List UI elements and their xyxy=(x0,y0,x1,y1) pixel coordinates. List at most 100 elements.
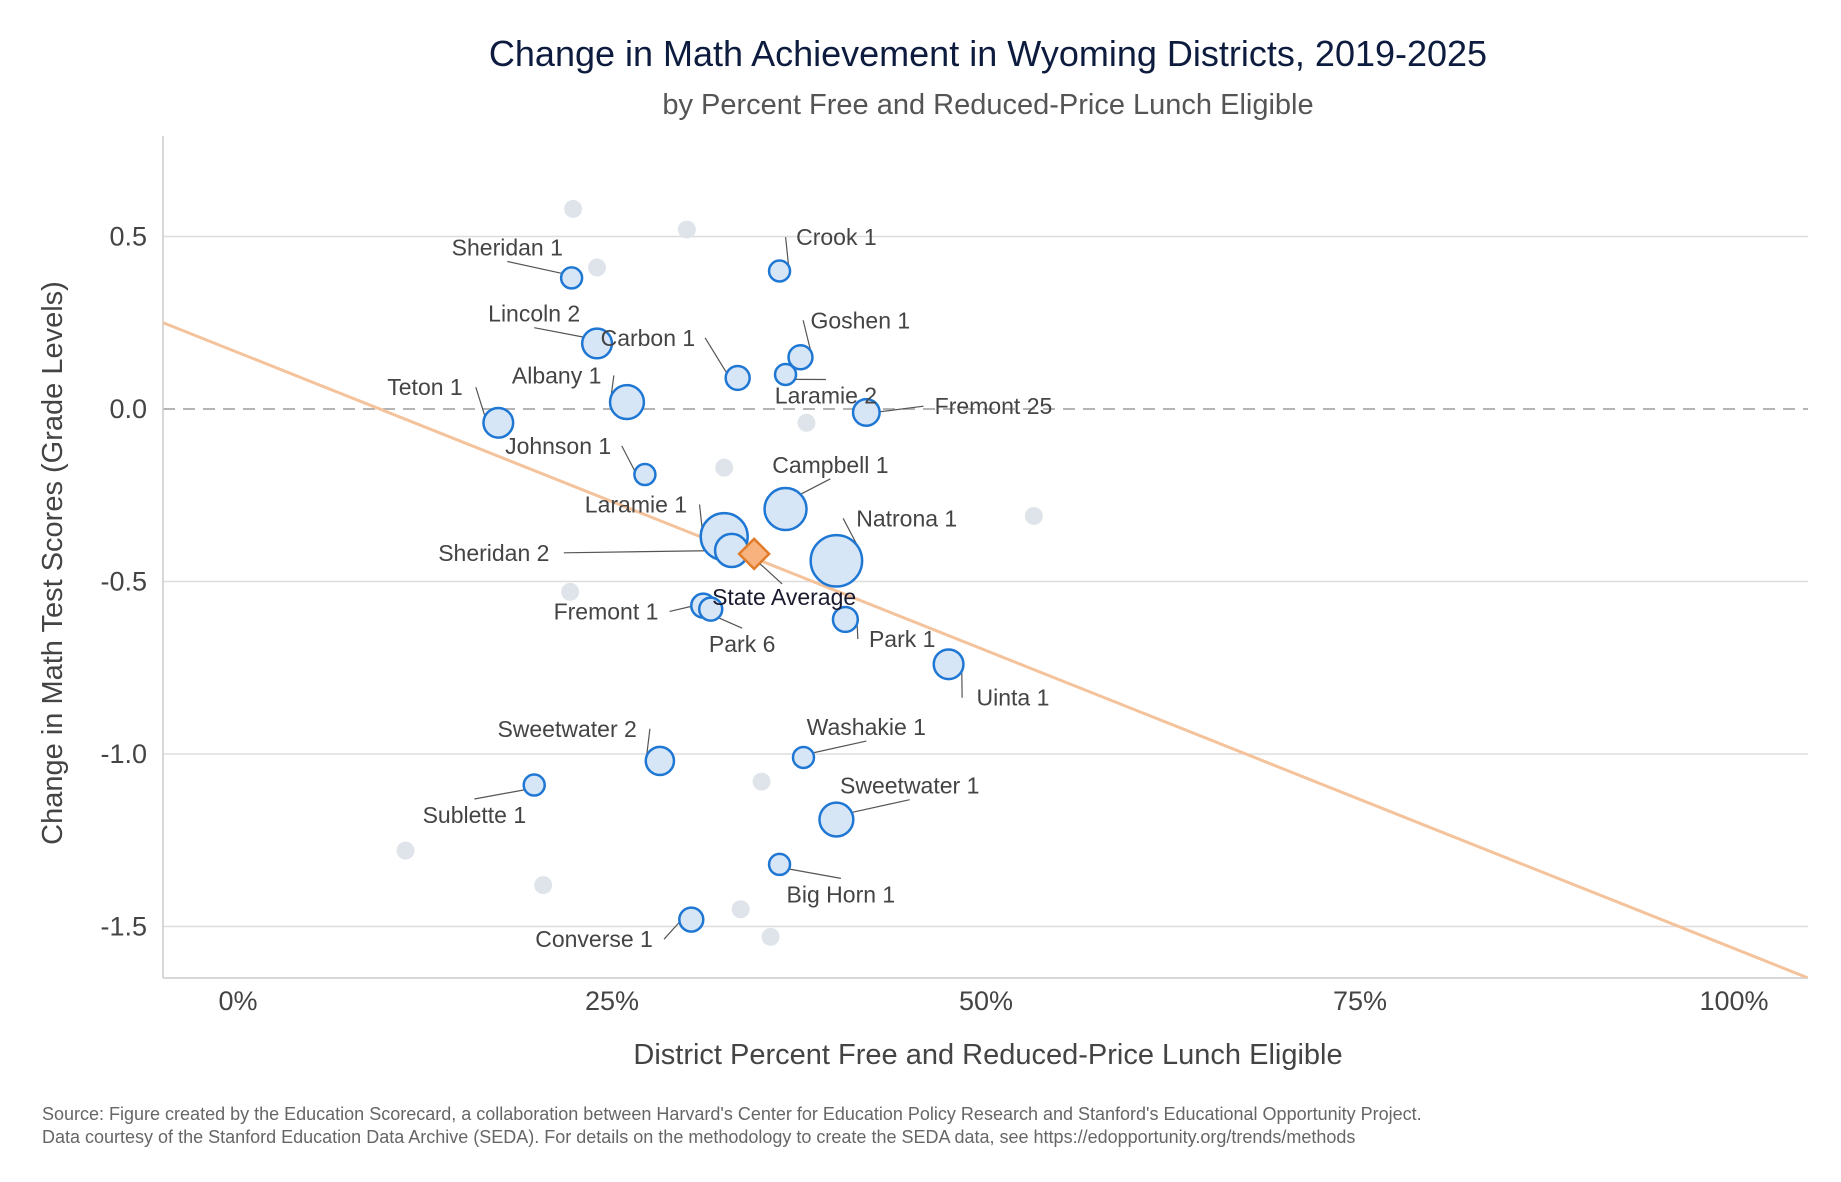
chart-subtitle: by Percent Free and Reduced-Price Lunch … xyxy=(662,89,1313,121)
district-point xyxy=(644,745,676,777)
district-points xyxy=(482,259,965,933)
grid-lines xyxy=(163,235,1808,928)
district-label: Carbon 1 xyxy=(601,325,696,351)
x-axis-title: District Percent Free and Reduced-Price … xyxy=(633,1039,1342,1071)
unlabeled-district-point xyxy=(534,876,553,895)
district-point xyxy=(522,773,546,797)
district-label: Teton 1 xyxy=(387,374,462,400)
unlabeled-district-point xyxy=(588,258,607,277)
unlabeled-points xyxy=(396,199,1043,946)
district-point xyxy=(767,259,792,283)
unlabeled-district-point xyxy=(731,900,750,919)
unlabeled-district-point xyxy=(1024,506,1043,525)
district-label: Albany 1 xyxy=(512,362,602,388)
district-label: Park 6 xyxy=(709,631,775,657)
district-label: Fremont 25 xyxy=(935,393,1053,419)
district-point xyxy=(580,327,614,360)
district-label: Converse 1 xyxy=(535,926,653,952)
unlabeled-district-point xyxy=(752,772,771,791)
district-point xyxy=(767,852,792,877)
unlabeled-district-point xyxy=(761,927,780,946)
district-point xyxy=(482,406,515,439)
state-average-marker xyxy=(737,537,771,571)
district-label: Sweetwater 2 xyxy=(497,716,636,742)
state-average-group: State Average xyxy=(712,537,856,610)
district-label: Uinta 1 xyxy=(976,685,1049,711)
district-label: Goshen 1 xyxy=(810,307,910,333)
x-tick-label: 50% xyxy=(959,986,1013,1016)
district-label: Big Horn 1 xyxy=(787,881,896,907)
chart-title: Change in Math Achievement in Wyoming Di… xyxy=(489,33,1487,74)
leader-line xyxy=(879,405,924,413)
leader-line xyxy=(534,327,584,338)
leader-line xyxy=(788,868,841,879)
district-label: Park 1 xyxy=(869,626,935,652)
district-point xyxy=(851,397,881,427)
district-point xyxy=(818,801,855,838)
x-tick-label: 75% xyxy=(1333,986,1387,1016)
leader-line xyxy=(669,605,692,613)
leader-line xyxy=(621,445,636,472)
x-tick-label: 100% xyxy=(1699,986,1768,1016)
trend-line-group xyxy=(163,321,1808,978)
unlabeled-district-point xyxy=(396,841,415,860)
axes: 0.5 0.0 -0.5 -1.0 -1.5 0% 25% 50% 75% 100% xyxy=(100,136,1808,1016)
source-line-1: Source: Figure created by the Education … xyxy=(42,1104,1422,1124)
x-tick-label: 0% xyxy=(218,986,257,1016)
district-label: Sweetwater 1 xyxy=(840,773,979,799)
district-label: Laramie 2 xyxy=(775,382,877,408)
unlabeled-district-point xyxy=(677,220,696,239)
y-axis-title: Change in Math Test Scores (Grade Levels… xyxy=(37,281,69,845)
district-point xyxy=(697,596,724,622)
district-label: Laramie 1 xyxy=(585,492,687,518)
x-tick-label: 25% xyxy=(585,986,639,1016)
y-tick-label: 0.5 xyxy=(109,222,147,252)
unlabeled-district-point xyxy=(715,458,734,477)
leader-line xyxy=(785,237,790,266)
leader-line xyxy=(507,260,563,274)
district-point xyxy=(791,745,816,770)
district-labels: Sheridan 1 Crook 1 Lincoln 2 Goshen 1 Carbon… xyxy=(387,224,1052,952)
district-point xyxy=(773,362,798,387)
leader-line xyxy=(645,728,651,757)
leader-line xyxy=(704,337,728,374)
state-average-leader xyxy=(759,563,783,585)
leader-line xyxy=(812,740,867,754)
y-tick-label: -1.5 xyxy=(100,912,147,942)
leader-line xyxy=(474,789,525,800)
district-point xyxy=(763,486,808,532)
district-label: Sheridan 1 xyxy=(452,234,563,260)
district-label: Crook 1 xyxy=(796,224,877,250)
district-label: Sheridan 2 xyxy=(438,540,549,566)
leader-line xyxy=(718,617,743,629)
district-label: Natrona 1 xyxy=(856,505,957,531)
y-tick-label: -1.0 xyxy=(100,739,147,769)
leader-line xyxy=(475,387,486,417)
district-label: Campbell 1 xyxy=(772,452,888,478)
leader-line xyxy=(800,478,831,495)
district-label: Fremont 1 xyxy=(554,598,659,624)
district-label: Sublette 1 xyxy=(423,802,527,828)
district-point xyxy=(932,648,965,681)
leader-line xyxy=(698,504,703,529)
district-point xyxy=(809,533,864,588)
district-point xyxy=(559,266,584,290)
source-line-2: Data courtesy of the Stanford Education … xyxy=(42,1127,1355,1147)
unlabeled-district-point xyxy=(564,199,583,218)
district-label: Lincoln 2 xyxy=(488,301,580,327)
district-point xyxy=(831,605,860,634)
leader-line xyxy=(802,320,812,352)
leader-line xyxy=(563,550,716,554)
leader-line xyxy=(663,921,680,940)
leader-line xyxy=(851,799,910,814)
district-label: Washakie 1 xyxy=(807,714,926,740)
state-average-label: State Average xyxy=(712,584,856,610)
district-point xyxy=(633,462,657,487)
unlabeled-district-point xyxy=(797,413,816,432)
y-tick-label: 0.0 xyxy=(109,394,147,424)
unlabeled-district-point xyxy=(561,582,580,601)
trend-line xyxy=(163,321,1808,978)
district-point xyxy=(608,383,646,421)
district-point xyxy=(787,344,814,371)
